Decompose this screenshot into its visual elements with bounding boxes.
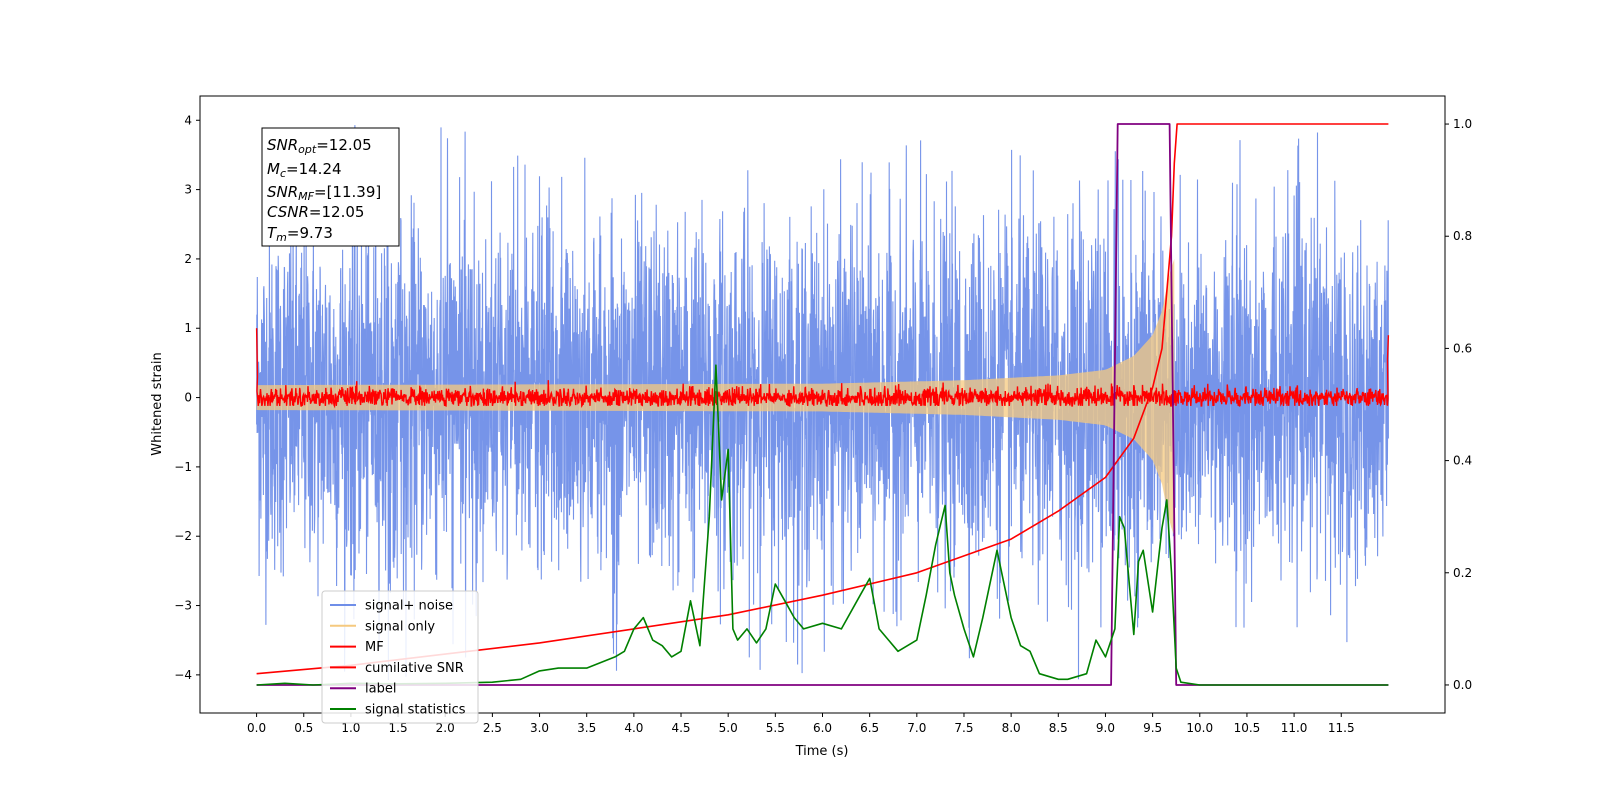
x-tick-label: 10.0 <box>1186 721 1213 735</box>
x-tick-label: 1.0 <box>341 721 360 735</box>
x-tick-label: 11.0 <box>1281 721 1308 735</box>
x-tick-label: 8.5 <box>1049 721 1068 735</box>
y2-axis-ticks: 1.0 0.8 0.6 0.4 0.2 0.0 <box>1445 117 1472 692</box>
x-tick-label: 9.0 <box>1096 721 1115 735</box>
x-tick-label: 6.0 <box>813 721 832 735</box>
annotation-snr-opt: SNRopt=12.05 <box>267 136 372 156</box>
y-axis-title: Whitened strain <box>150 352 165 455</box>
x-tick-label: 0.5 <box>294 721 313 735</box>
y-tick-label: 2 <box>184 252 192 266</box>
y-tick-label: 1 <box>184 321 192 335</box>
x-tick-label: 2.5 <box>483 721 502 735</box>
y-tick-label: −4 <box>174 668 192 682</box>
x-tick-label: 0.0 <box>247 721 266 735</box>
x-axis-ticks: 0.0 0.5 1.0 1.5 2.0 2.5 3.0 3.5 4.0 4.5 5.0 5.5 6.0 6… <box>247 713 1355 735</box>
y-tick-label: 3 <box>184 183 192 197</box>
y-tick-label: 0 <box>184 391 192 405</box>
y2-tick-label: 0.6 <box>1453 341 1472 355</box>
x-tick-label: 7.5 <box>954 721 973 735</box>
x-tick-label: 2.0 <box>436 721 455 735</box>
x-tick-label: 7.0 <box>907 721 926 735</box>
annotation-box: SNRopt=12.05 Mc=14.24 SNRMF=[11.39] CSNR… <box>261 127 400 247</box>
x-tick-label: 11.5 <box>1328 721 1355 735</box>
legend-label: MF <box>365 640 384 655</box>
legend-label: signal+ noise <box>365 599 453 614</box>
x-tick-label: 4.5 <box>671 721 690 735</box>
y2-tick-label: 0.2 <box>1453 566 1472 580</box>
annotation-csnr: CSNR=12.05 <box>267 203 364 221</box>
series-mf <box>255 328 1390 409</box>
annotation-snr-mf: SNRMF=[11.39] <box>267 183 381 203</box>
y-tick-label: −2 <box>174 529 192 543</box>
x-tick-label: 10.5 <box>1234 721 1261 735</box>
x-tick-label: 1.5 <box>389 721 408 735</box>
x-tick-label: 5.5 <box>766 721 785 735</box>
annotation-mc: Mc=14.24 <box>267 160 342 180</box>
x-tick-label: 3.5 <box>577 721 596 735</box>
x-tick-label: 5.0 <box>719 721 738 735</box>
y2-tick-label: 0.8 <box>1453 229 1472 243</box>
annotation-tm: Tm=9.73 <box>267 224 333 244</box>
legend: signal+ noise signal only MF cumilative SNR… <box>321 590 479 724</box>
legend-label: label <box>365 682 396 697</box>
x-tick-label: 9.5 <box>1143 721 1162 735</box>
y2-tick-label: 1.0 <box>1453 117 1472 131</box>
legend-frame <box>321 590 479 724</box>
plot-area <box>255 123 1390 686</box>
series-signal-plus-noise <box>256 125 1389 681</box>
x-tick-label: 4.0 <box>624 721 643 735</box>
y-tick-label: −1 <box>174 460 192 474</box>
y-tick-label: 4 <box>184 113 192 127</box>
y2-tick-label: 0.4 <box>1453 454 1472 468</box>
y-axis-ticks: 4 3 2 1 0 −1 −2 −3 −4 <box>174 113 200 682</box>
legend-label: signal statistics <box>365 703 466 718</box>
legend-label: cumilative SNR <box>365 661 464 676</box>
y2-tick-label: 0.0 <box>1453 678 1472 692</box>
series-signal-statistics <box>256 364 1389 686</box>
x-tick-label: 8.0 <box>1002 721 1021 735</box>
y-tick-label: −3 <box>174 599 192 613</box>
x-tick-label: 3.0 <box>530 721 549 735</box>
legend-label: signal only <box>365 619 435 634</box>
x-tick-label: 6.5 <box>860 721 879 735</box>
x-axis-title: Time (s) <box>795 744 849 759</box>
